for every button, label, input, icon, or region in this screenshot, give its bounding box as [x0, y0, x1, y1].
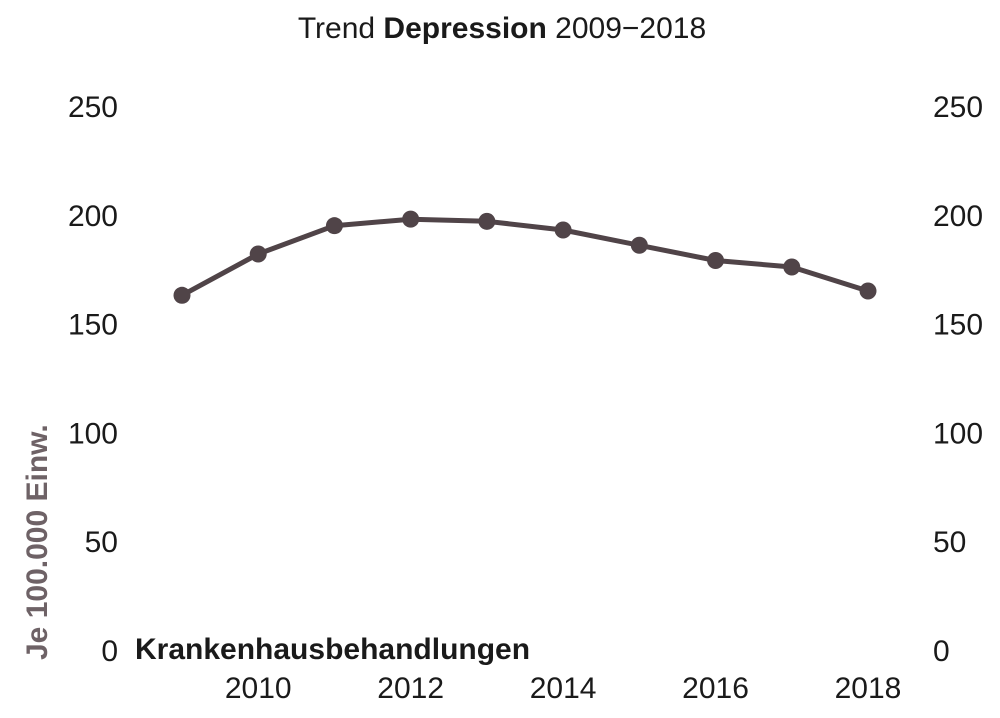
y-tick-label-right: 150	[933, 309, 983, 342]
x-axis: 2010 2012 2014 2016 2018	[225, 672, 902, 705]
y-tick-label-left: 100	[68, 417, 118, 450]
y-axis-label: Je 100.000 Einw.	[21, 424, 54, 660]
data-point	[173, 286, 191, 304]
data-point	[859, 282, 877, 300]
data-point	[707, 251, 725, 269]
y-tick-label-left: 200	[68, 200, 118, 233]
data-point	[554, 221, 572, 239]
x-tick-label: 2016	[682, 672, 749, 705]
chart-title: Trend Depression 2009−2018	[298, 12, 706, 45]
y-tick-label-right: 200	[933, 200, 983, 233]
chart-title-prefix: Trend	[298, 12, 384, 45]
y-tick-label-left: 150	[68, 309, 118, 342]
data-point	[402, 210, 420, 228]
data-point	[630, 236, 648, 254]
y-tick-label-right: 50	[933, 526, 966, 559]
y-tick-label-left: 50	[85, 526, 118, 559]
x-tick-label: 2014	[530, 672, 597, 705]
data-point	[478, 212, 496, 230]
y-tick-label-right: 100	[933, 417, 983, 450]
data-point	[325, 217, 343, 235]
y-tick-label-left: 250	[68, 91, 118, 124]
x-tick-label: 2010	[225, 672, 292, 705]
y-tick-label-right: 250	[933, 91, 983, 124]
x-tick-label: 2018	[835, 672, 902, 705]
y-tick-label-left: 0	[101, 635, 118, 668]
y-axis-left: 0 50 100 150 200 250	[68, 91, 118, 668]
chart-title-emphasis: Depression	[383, 12, 546, 45]
y-tick-label-right: 0	[933, 635, 950, 668]
data-point	[249, 245, 267, 263]
annotation-label: Krankenhausbehandlungen	[135, 633, 530, 666]
x-tick-label: 2012	[377, 672, 444, 705]
y-axis-right: 0 50 100 150 200 250	[933, 91, 983, 668]
chart-title-suffix: 2009−2018	[547, 12, 706, 45]
data-series	[173, 210, 877, 304]
data-point	[783, 258, 801, 276]
series-line	[179, 216, 871, 298]
